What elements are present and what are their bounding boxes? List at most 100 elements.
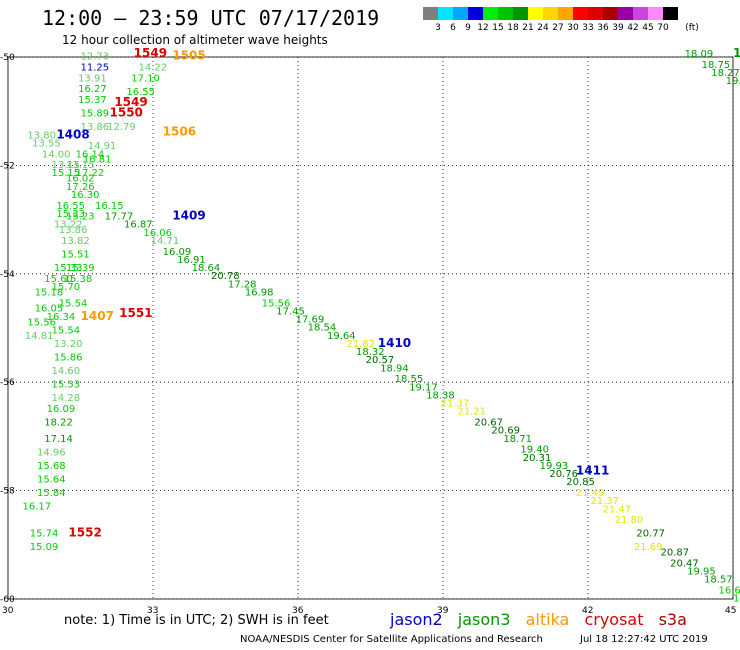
color-swatch <box>513 7 528 20</box>
color-swatch <box>423 7 438 20</box>
color-scale-label: 30 <box>567 23 579 33</box>
wave-height-label: 18.55 <box>395 374 424 385</box>
wave-height-label: 16.98 <box>245 287 274 298</box>
wave-height-label: 20.87 <box>661 548 690 559</box>
legend-altika: altika <box>525 610 570 629</box>
wave-height-label: 16.87 <box>124 220 153 231</box>
wave-height-label: 15.84 <box>37 488 66 499</box>
wave-height-label: 12.73 <box>81 52 110 63</box>
color-swatch <box>543 7 558 20</box>
y-tick-label: -60 <box>0 595 15 605</box>
wave-height-label: 13.22 <box>54 220 83 231</box>
pass-time-label: 1505 <box>172 49 205 63</box>
wave-height-label: 17.14 <box>44 434 73 445</box>
wave-height-label: 18.09 <box>685 49 714 60</box>
color-swatch <box>588 7 603 20</box>
color-scale-label: 70 <box>657 23 669 33</box>
wave-height-label: 19.95 <box>687 567 716 578</box>
wave-height-label: 16.14 <box>76 149 105 160</box>
wave-height-label: 18.64 <box>192 263 221 274</box>
wave-height-label: 18.75 <box>702 60 731 71</box>
pass-time-label: 1549 <box>114 95 147 109</box>
wave-height-label: 18.94 <box>380 363 409 374</box>
wave-height-label: 15.37 <box>78 95 107 106</box>
wave-height-label: 20.76 <box>549 469 578 480</box>
wave-height-label: 15.54 <box>59 298 88 309</box>
wave-height-label: 21.47 <box>603 504 632 515</box>
wave-height-label: 15.15 <box>52 168 81 179</box>
wave-height-label: 20.31 <box>523 453 552 464</box>
y-tick-label: -50 <box>0 53 15 63</box>
wave-height-label: 15.51 <box>61 250 90 261</box>
wave-height-label: 15.33 <box>54 263 83 274</box>
x-tick-label: 33 <box>147 606 158 616</box>
wave-height-label: 20.47 <box>670 558 699 569</box>
color-swatch <box>573 7 588 20</box>
wave-height-label: 14.91 <box>88 141 117 152</box>
pass-time-label: 1407 <box>81 309 114 323</box>
pass-time-label: 1552 <box>68 526 101 540</box>
wave-height-label: 19.00 <box>726 76 740 87</box>
wave-height-label: 16.81 <box>83 155 112 166</box>
x-tick-label: 39 <box>437 606 449 616</box>
pass-time-label: 1423 <box>733 46 740 60</box>
wave-height-label: 13.86 <box>59 225 88 236</box>
x-tick-label: 36 <box>292 606 304 616</box>
color-scale-label: 3 <box>435 23 441 33</box>
wave-height-label: 15.54 <box>52 325 81 336</box>
pass-time-label: 1409 <box>172 209 205 223</box>
x-tick-label: 42 <box>582 606 593 616</box>
wave-height-label: 16.09 <box>163 247 192 258</box>
page-title: 12:00 – 23:59 UTC 07/17/2019 <box>42 6 380 30</box>
wave-height-label: 14.96 <box>37 447 66 458</box>
y-tick-label: -52 <box>0 161 15 171</box>
wave-height-label: 21.82 <box>346 339 375 350</box>
wave-height-label: 16.05 <box>35 304 64 315</box>
color-swatch <box>663 7 678 20</box>
wave-height-label: 15.64 <box>37 474 66 485</box>
wave-height-label: 12.79 <box>107 122 136 133</box>
wave-height-label: 18.27 <box>711 68 740 79</box>
wave-height-label: 15.38 <box>64 274 93 285</box>
wave-height-label: 13.80 <box>27 130 56 141</box>
wave-height-label: 15.39 <box>66 263 95 274</box>
color-scale-label: 36 <box>597 23 609 33</box>
wave-height-label: 16.17 <box>23 502 52 513</box>
wave-height-label: 17.10 <box>131 73 160 84</box>
wave-height-label: 17.28 <box>228 279 257 290</box>
color-swatch <box>453 7 468 20</box>
wave-height-label: 19.64 <box>327 331 356 342</box>
color-swatch <box>528 7 543 20</box>
wave-height-label: 21.80 <box>615 515 644 526</box>
wave-height-label: 17.45 <box>276 306 305 317</box>
color-swatch <box>468 7 483 20</box>
wave-height-label: 18.54 <box>308 323 337 334</box>
wave-height-label: 14.22 <box>139 63 168 74</box>
pass-time-label: 1408 <box>56 127 89 141</box>
color-swatch <box>558 7 573 20</box>
pass-time-label: 1550 <box>110 106 143 120</box>
wave-height-label: 15.86 <box>54 353 83 364</box>
wave-height-label: 18.32 <box>356 347 385 358</box>
wave-height-label: 15.53 <box>52 380 81 391</box>
legend-jason2: jason2 <box>390 610 443 629</box>
y-tick-label: -56 <box>0 378 15 388</box>
wave-height-label: 15.70 <box>52 282 81 293</box>
wave-height-label: 15.56 <box>262 298 291 309</box>
wave-height-label: 11.25 <box>81 63 110 74</box>
pass-time-label: 1551 <box>119 306 152 320</box>
wave-height-label: 20.77 <box>636 529 665 540</box>
wave-height-label: 13.55 <box>32 138 61 149</box>
satellite-legend: jason2 jason3 altika cryosat s3a <box>390 610 697 629</box>
wave-height-label: 21.69 <box>634 542 663 553</box>
credit-text: NOAA/NESDIS Center for Satellite Applica… <box>240 634 543 645</box>
color-swatch <box>483 7 498 20</box>
timestamp-text: Jul 18 12:27:42 UTC 2019 <box>580 634 708 645</box>
wave-height-label: 19.40 <box>520 445 549 456</box>
wave-height-label: 18.38 <box>426 390 455 401</box>
wave-height-label: 15.33 <box>56 209 85 220</box>
wave-height-label: 14.71 <box>151 236 180 247</box>
wave-height-label: 16.34 <box>47 312 76 323</box>
color-swatch <box>603 7 618 20</box>
wave-height-label: 20.85 <box>566 477 595 488</box>
